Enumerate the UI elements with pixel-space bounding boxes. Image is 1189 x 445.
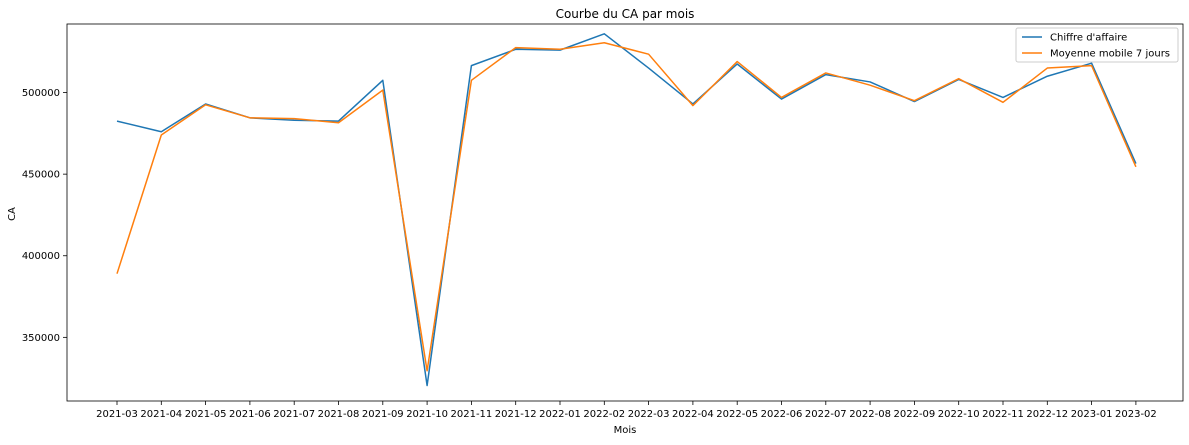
plot-frame <box>66 23 1184 402</box>
x-tick-label: 2021-04 <box>140 409 182 420</box>
legend-label: Chiffre d'affaire <box>1050 33 1127 44</box>
x-tick-label: 2022-10 <box>938 409 980 420</box>
x-tick-label: 2022-02 <box>583 409 625 420</box>
chart-title: Courbe du CA par mois <box>556 7 695 21</box>
x-tick-label: 2022-06 <box>761 409 803 420</box>
series-line-2 <box>116 42 1137 372</box>
y-axis-label: CA <box>7 207 18 221</box>
x-tick-label: 2021-12 <box>495 409 537 420</box>
x-axis-label: Mois <box>614 425 637 436</box>
y-tick-label: 350000 <box>22 333 60 344</box>
x-tick-label: 2021-06 <box>229 409 271 420</box>
x-tick-label: 2021-05 <box>185 409 227 420</box>
plot-area: 2021-03 2021-04 2021-05 2021-06 2021-07 2021-… <box>22 23 1184 420</box>
x-tick-label: 2023-02 <box>1115 409 1157 420</box>
x-tick-label: 2022-07 <box>805 409 847 420</box>
x-tick-label: 2022-03 <box>628 409 670 420</box>
legend-box <box>1015 27 1179 63</box>
x-tick-label: 2022-01 <box>539 409 581 420</box>
x-tick-label: 2021-07 <box>273 409 315 420</box>
x-tick-label: 2022-04 <box>672 409 714 420</box>
x-tick-label: 2021-03 <box>96 409 138 420</box>
x-tick-label: 2021-08 <box>318 409 360 420</box>
x-tick-label: 2023-01 <box>1071 409 1113 420</box>
x-tick-label: 2021-11 <box>451 409 493 420</box>
series-line-1 <box>116 33 1137 387</box>
legend-label: Moyenne mobile 7 jours <box>1050 49 1170 60</box>
x-tick-label: 2021-09 <box>362 409 404 420</box>
x-tick-label: 2022-08 <box>849 409 891 420</box>
y-tick-label: 500000 <box>22 88 60 99</box>
x-tick-label: 2022-05 <box>716 409 758 420</box>
legend: Chiffre d'affaire Moyenne mobile 7 jours <box>1015 27 1179 63</box>
x-tick-label: 2022-12 <box>1026 409 1068 420</box>
y-tick-label: 400000 <box>22 251 60 262</box>
x-tick-label: 2021-10 <box>406 409 448 420</box>
x-tick-label: 2022-11 <box>982 409 1024 420</box>
x-tick-label: 2022-09 <box>894 409 936 420</box>
y-tick-label: 450000 <box>22 170 60 181</box>
